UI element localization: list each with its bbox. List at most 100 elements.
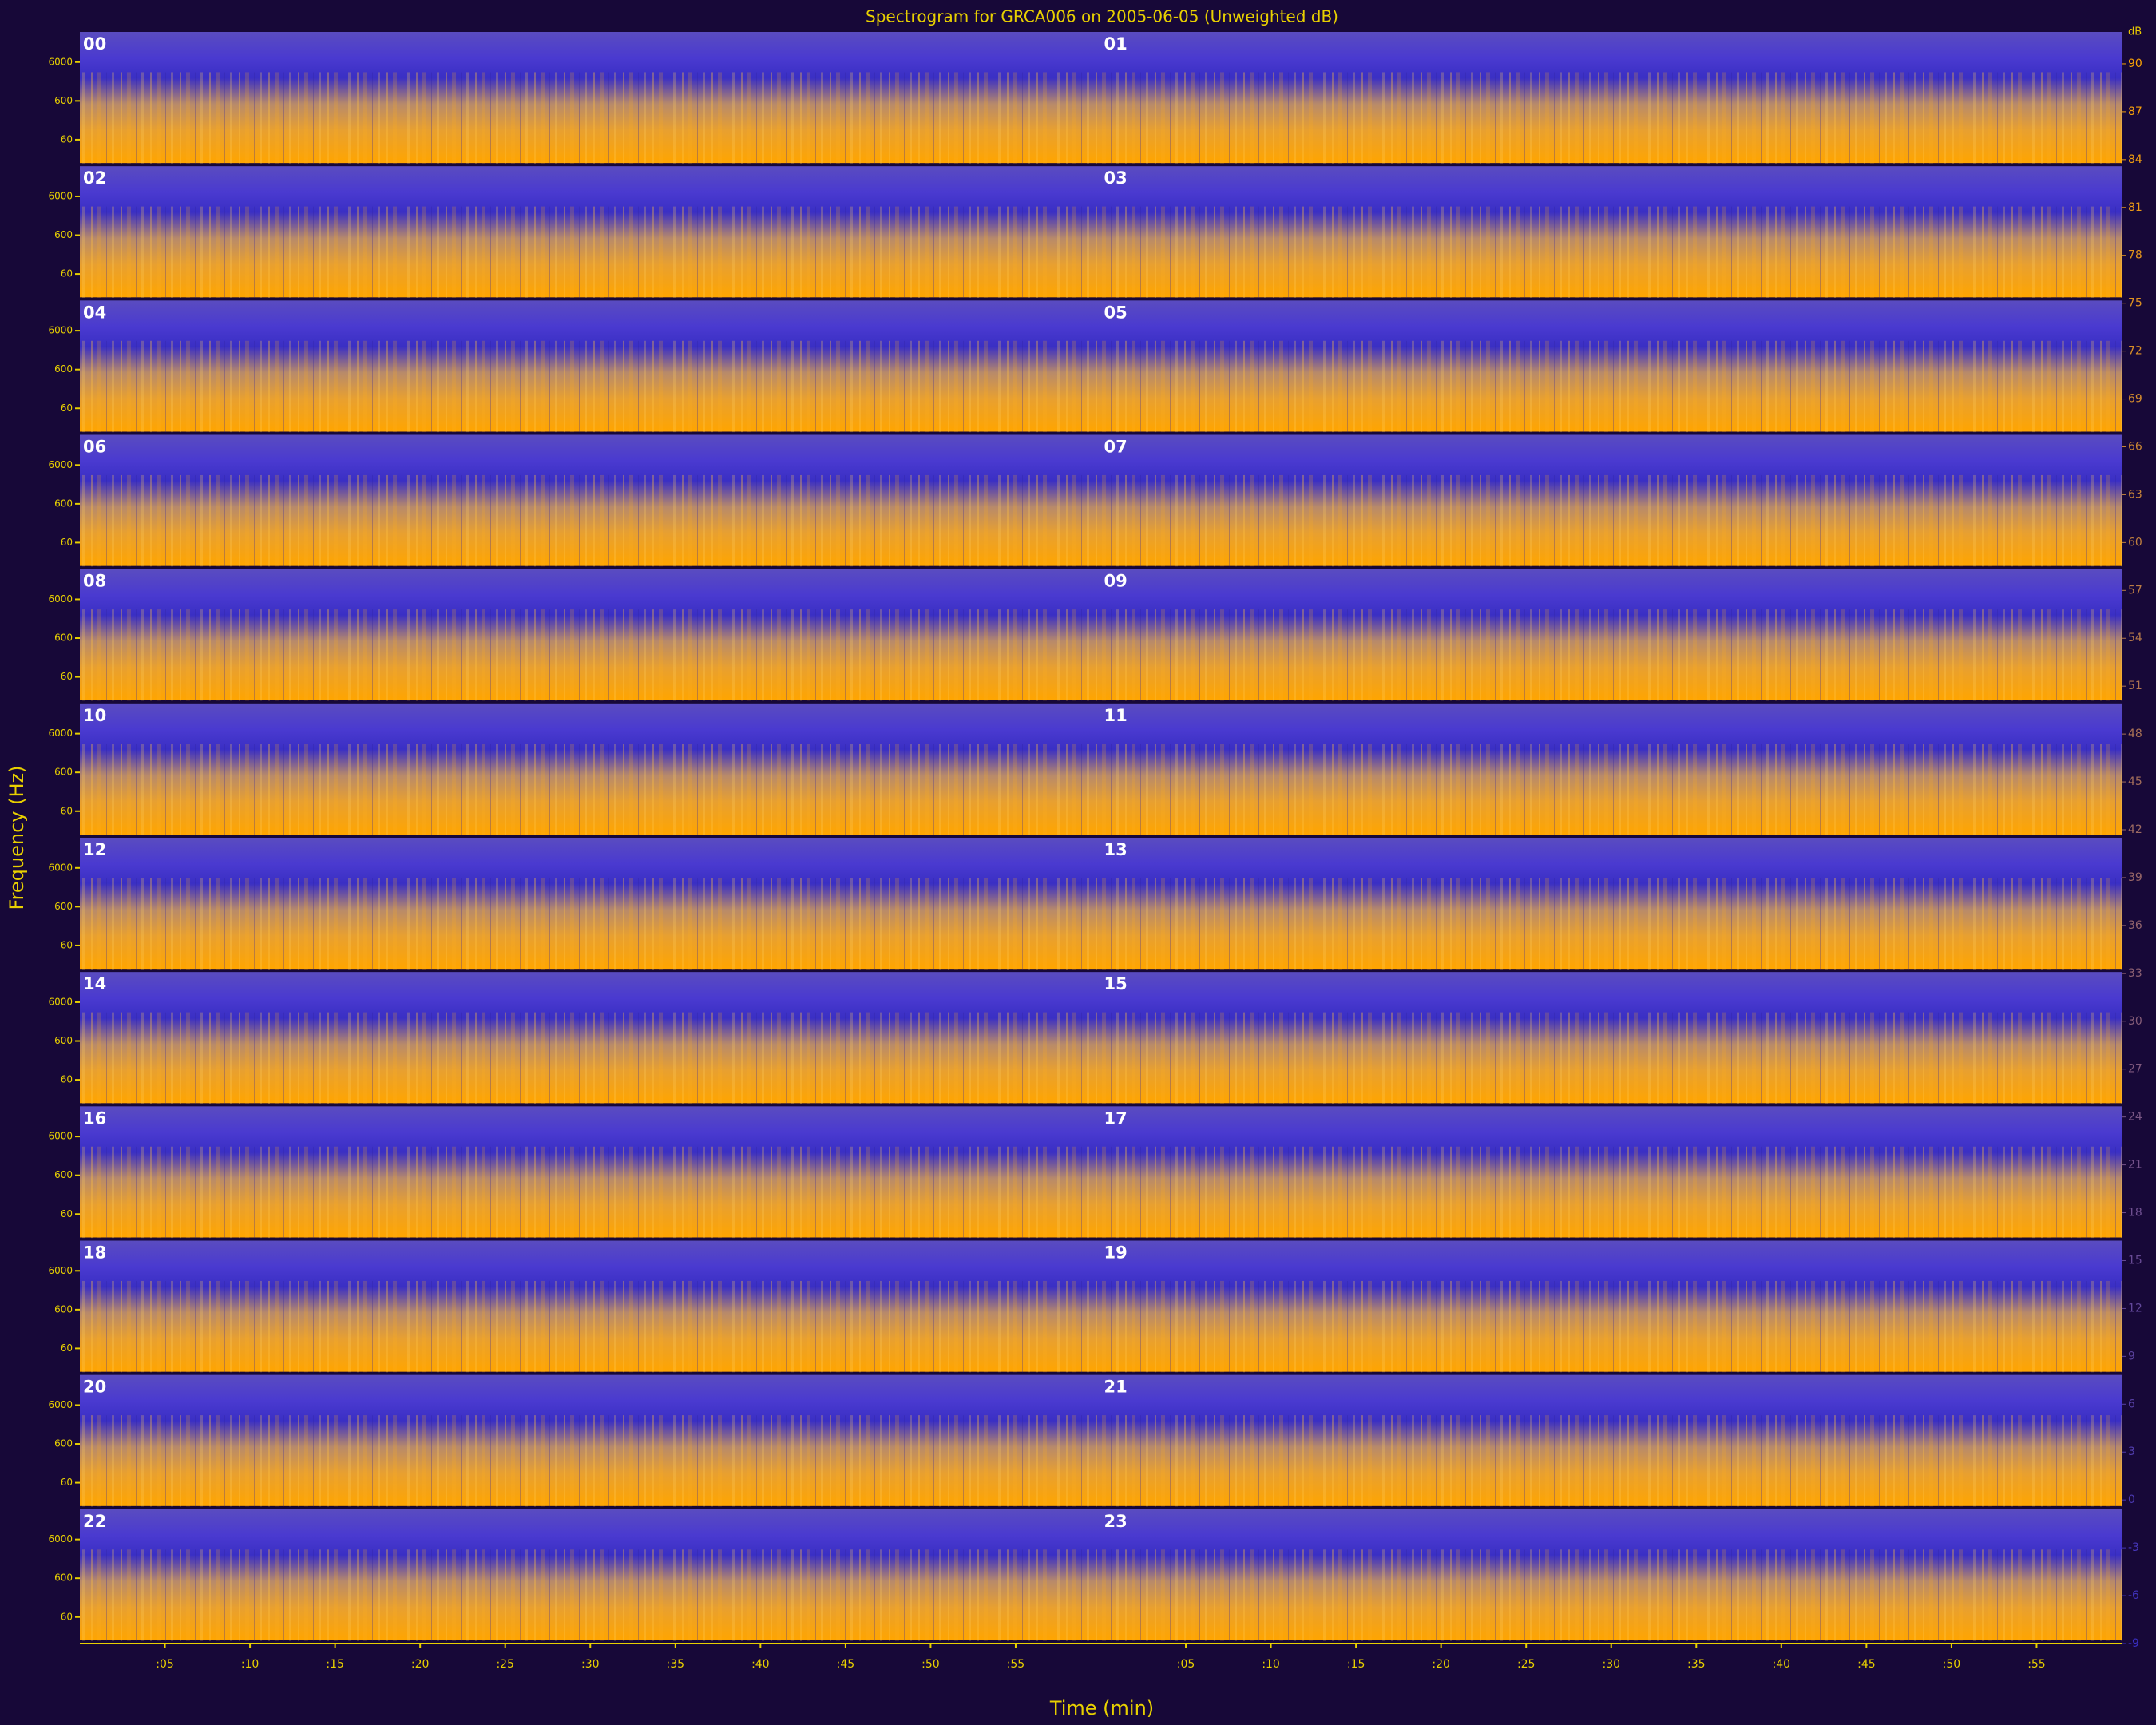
x-tick-label: :05 [156, 1658, 174, 1671]
colorbar-tick-label: 60 [2128, 536, 2142, 549]
colorbar-tick-label: 12 [2128, 1302, 2142, 1315]
colorbar-tick-label: 72 [2128, 345, 2142, 358]
x-tick-label: :30 [581, 1658, 600, 1671]
y-axis-label: Frequency (Hz) [6, 766, 28, 910]
chart-title: Spectrogram for GRCA006 on 2005-06-05 (U… [866, 7, 1338, 26]
y-tick-label: 60 [61, 1342, 73, 1354]
y-tick-label: 60 [61, 1477, 73, 1488]
colorbar-tick-label: 48 [2128, 728, 2142, 740]
colorbar-tick-label: 87 [2128, 105, 2142, 118]
y-tick-label: 6000 [48, 56, 73, 67]
y-tick-label: 600 [54, 363, 73, 375]
x-tick-label: :20 [411, 1658, 430, 1671]
y-tick-label: 60 [61, 805, 73, 816]
y-tick-label: 600 [54, 901, 73, 912]
colorbar-tick-label: 6 [2128, 1398, 2135, 1410]
colorbar-tick-label: 27 [2128, 1063, 2142, 1076]
hour-label: 09 [1104, 572, 1128, 591]
x-axis-label: Time (min) [1049, 1697, 1154, 1719]
spectrogram-texture [80, 878, 2122, 970]
hour-label: 21 [1104, 1378, 1128, 1397]
hour-label: 15 [1104, 974, 1128, 993]
y-tick-label: 6000 [48, 190, 73, 201]
y-tick-label: 600 [54, 229, 73, 240]
y-tick-label: 6000 [48, 1399, 73, 1410]
y-tick-label: 6000 [48, 1533, 73, 1545]
hour-label: 23 [1104, 1512, 1128, 1531]
hour-label: 12 [83, 840, 106, 859]
x-tick-label: :10 [1262, 1658, 1280, 1671]
y-tick-label: 6000 [48, 325, 73, 336]
x-tick-label: :30 [1602, 1658, 1620, 1671]
hour-label: 08 [83, 572, 106, 591]
x-tick-label: :35 [1687, 1658, 1706, 1671]
colorbar-tick-label: 21 [2128, 1159, 2142, 1172]
y-tick-label: 60 [61, 537, 73, 548]
colorbar-tick-label: 42 [2128, 823, 2142, 836]
x-tick-label: :45 [1857, 1658, 1876, 1671]
x-tick-label: :45 [837, 1658, 855, 1671]
hour-label: 17 [1104, 1108, 1128, 1128]
hour-label: 18 [83, 1243, 106, 1263]
x-tick-label: :55 [2027, 1658, 2046, 1671]
hour-label: 11 [1104, 706, 1128, 725]
colorbar-tick-label: 51 [2128, 680, 2142, 692]
y-tick-label: 6000 [48, 728, 73, 739]
colorbar-tick-label: 33 [2128, 967, 2142, 980]
hour-label: 10 [83, 706, 106, 725]
colorbar-tick-label: 9 [2128, 1350, 2135, 1362]
colorbar-tick-label: 45 [2128, 775, 2142, 788]
colorbar-tick-label: -6 [2128, 1589, 2139, 1602]
y-tick-label: 600 [54, 1303, 73, 1315]
colorbar-tick-label: -3 [2128, 1541, 2139, 1554]
spectrogram-texture [80, 206, 2122, 298]
hour-label: 20 [83, 1378, 106, 1397]
spectrogram-texture [80, 1549, 2122, 1641]
x-tick-label: :25 [496, 1658, 514, 1671]
y-tick-label: 60 [61, 1074, 73, 1085]
hour-label: 03 [1104, 169, 1128, 188]
colorbar-tick-label: 24 [2128, 1111, 2142, 1124]
x-tick-label: :40 [751, 1658, 770, 1671]
hour-label: 06 [83, 438, 106, 457]
spectrogram-texture [80, 72, 2122, 164]
colorbar-tick-label: 57 [2128, 584, 2142, 597]
y-tick-label: 600 [54, 1169, 73, 1180]
colorbar-tick-label: 81 [2128, 201, 2142, 214]
colorbar-tick-label: 36 [2128, 919, 2142, 932]
y-tick-label: 600 [54, 632, 73, 644]
colorbar-tick-label: -9 [2128, 1637, 2139, 1650]
spectrogram-texture [80, 1012, 2122, 1104]
y-tick-label: 60 [61, 1208, 73, 1219]
hour-label: 13 [1104, 840, 1128, 859]
y-tick-label: 60 [61, 268, 73, 280]
y-tick-label: 6000 [48, 1265, 73, 1276]
colorbar-tick-label: 66 [2128, 440, 2142, 453]
hour-label: 01 [1104, 34, 1128, 54]
hour-label: 19 [1104, 1243, 1128, 1263]
y-tick-label: 600 [54, 767, 73, 778]
x-tick-label: :50 [1943, 1658, 1961, 1671]
x-tick-label: :35 [667, 1658, 685, 1671]
y-tick-label: 600 [54, 1438, 73, 1449]
y-tick-label: 6000 [48, 593, 73, 605]
y-tick-label: 600 [54, 1035, 73, 1046]
x-tick-label: :15 [326, 1658, 344, 1671]
colorbar-tick-label: 15 [2128, 1254, 2142, 1267]
y-tick-label: 6000 [48, 996, 73, 1007]
colorbar-tick-label: 3 [2128, 1445, 2135, 1458]
colorbar-tick-label: 90 [2128, 58, 2142, 70]
y-tick-label: 6000 [48, 1131, 73, 1142]
spectrogram-texture [80, 744, 2122, 835]
spectrogram-texture [80, 1280, 2122, 1373]
spectrogram-texture [80, 1415, 2122, 1507]
spectrogram-texture [80, 474, 2122, 567]
colorbar-tick-label: 0 [2128, 1493, 2135, 1506]
colorbar-tick-label: 63 [2128, 488, 2142, 501]
x-tick-label: :15 [1347, 1658, 1365, 1671]
hour-label: 00 [83, 34, 106, 54]
y-tick-label: 60 [61, 1611, 73, 1622]
spectrogram-texture [80, 609, 2122, 701]
x-tick-label: :05 [1177, 1658, 1195, 1671]
